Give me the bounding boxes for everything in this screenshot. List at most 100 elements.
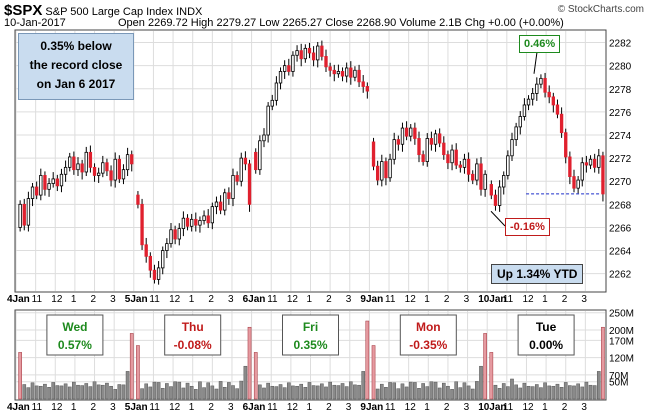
day-change-box — [399, 314, 457, 356]
candle — [417, 138, 421, 156]
volume-bar — [596, 371, 601, 400]
x-tick-label: 12 — [51, 294, 63, 305]
candle — [278, 71, 283, 84]
candle — [47, 183, 51, 190]
candle — [101, 162, 105, 174]
candle — [63, 166, 68, 175]
candle — [375, 165, 380, 181]
candle — [450, 149, 454, 164]
x-tick-label: 2 — [444, 294, 450, 305]
x-axis-bottom: 4Jan 11 12 1 2 3 5Jan 11 12 1 2 3 6Jan 11 12 1 2 3 9Jan 11 1… — [7, 402, 587, 413]
candle — [165, 243, 169, 251]
candle — [400, 127, 405, 145]
volume-bar — [282, 387, 287, 400]
x-tick-label: 5Jan — [125, 294, 148, 305]
volume-bar — [206, 382, 211, 400]
x-tick-label: 12 — [405, 402, 417, 413]
candle — [55, 178, 59, 187]
x-tick-label: 11 — [267, 402, 278, 413]
volume-bar — [584, 381, 589, 400]
volume-bar — [483, 333, 487, 400]
volume-bar — [274, 386, 279, 400]
x-tick-label: 10Jan — [478, 402, 506, 413]
candle — [80, 163, 84, 173]
volume-bar — [100, 384, 105, 400]
x-tick-label: 1 — [307, 402, 313, 413]
volume-bar — [144, 383, 149, 400]
volume-bar — [404, 386, 409, 400]
volume-bar — [270, 385, 275, 400]
candle — [109, 170, 113, 181]
volume-bar — [336, 385, 341, 400]
x-tick-label: 3 — [581, 294, 587, 305]
candle — [282, 65, 287, 72]
candle — [26, 198, 31, 226]
volume-bar — [286, 382, 291, 400]
candle — [291, 54, 295, 72]
volume-bar — [518, 387, 523, 400]
price-tick-label: 2274 — [609, 131, 632, 142]
candle — [144, 244, 148, 257]
volume-bar — [344, 386, 349, 400]
candle — [593, 158, 597, 168]
volume-bar — [18, 352, 22, 400]
candle — [475, 163, 479, 181]
candle — [156, 267, 161, 280]
x-tick-label: 1 — [424, 402, 430, 413]
candle — [185, 217, 190, 227]
volume-bar — [551, 385, 556, 400]
volume-bar — [160, 388, 165, 400]
volume-bar — [76, 384, 80, 400]
volume-bar — [353, 384, 357, 400]
volume-bar — [348, 381, 353, 400]
x-tick-label: 3 — [464, 402, 470, 413]
candle — [388, 158, 392, 179]
candle — [357, 69, 361, 83]
candle — [576, 179, 580, 189]
x-tick-label: 2 — [208, 294, 214, 305]
candle — [506, 155, 510, 176]
price-tick-label: 2266 — [609, 223, 632, 234]
volume-bar — [80, 385, 84, 400]
x-tick-label: 1 — [424, 294, 430, 305]
candle — [531, 93, 535, 100]
volume-bars — [18, 320, 605, 400]
volume-bar — [55, 385, 60, 400]
candle — [572, 176, 576, 189]
candle — [173, 229, 177, 240]
x-tick-label: 10Jan — [478, 294, 506, 305]
candle — [113, 158, 117, 181]
price-tick-label: 2282 — [609, 39, 632, 50]
day-change-boxes: Wed 0.57% Thu -0.08% Fri 0.35% Mon -0.35% Tue 0.0… — [46, 314, 575, 356]
x-tick-label: 3 — [110, 402, 116, 413]
volume-bar — [357, 384, 361, 400]
candle — [307, 47, 312, 54]
volume-bar — [530, 386, 535, 400]
price-tick-label: 2280 — [609, 62, 632, 73]
volume-bar — [266, 382, 270, 400]
volume-bar — [576, 383, 580, 400]
day-change-box — [282, 314, 339, 356]
volume-bar — [396, 388, 401, 400]
candle — [458, 164, 463, 168]
x-tick-label: 2 — [91, 402, 97, 413]
x-tick-label: 12 — [522, 294, 534, 305]
high-label-connector — [533, 51, 538, 74]
x-tick-label: 1 — [189, 294, 195, 305]
ohlc-summary: Open 2269.72 High 2279.27 Low 2265.27 Cl… — [118, 17, 564, 29]
x-tick-label: 2 — [562, 294, 568, 305]
candle — [584, 162, 589, 166]
volume-bar — [413, 382, 417, 400]
price-tick-label: 2268 — [609, 200, 632, 211]
day-change-value: -0.35% — [409, 338, 447, 352]
x-tick-label: 12 — [405, 294, 417, 305]
candle — [344, 67, 349, 77]
x-tick-label: 11 — [503, 294, 514, 305]
volume-bar — [458, 387, 463, 400]
volume-bar — [125, 371, 130, 400]
volume-bar — [324, 386, 328, 400]
candle — [429, 138, 434, 145]
volume-bar — [539, 387, 543, 400]
x-tick-label: 11 — [32, 402, 43, 413]
volume-bar — [189, 385, 194, 400]
